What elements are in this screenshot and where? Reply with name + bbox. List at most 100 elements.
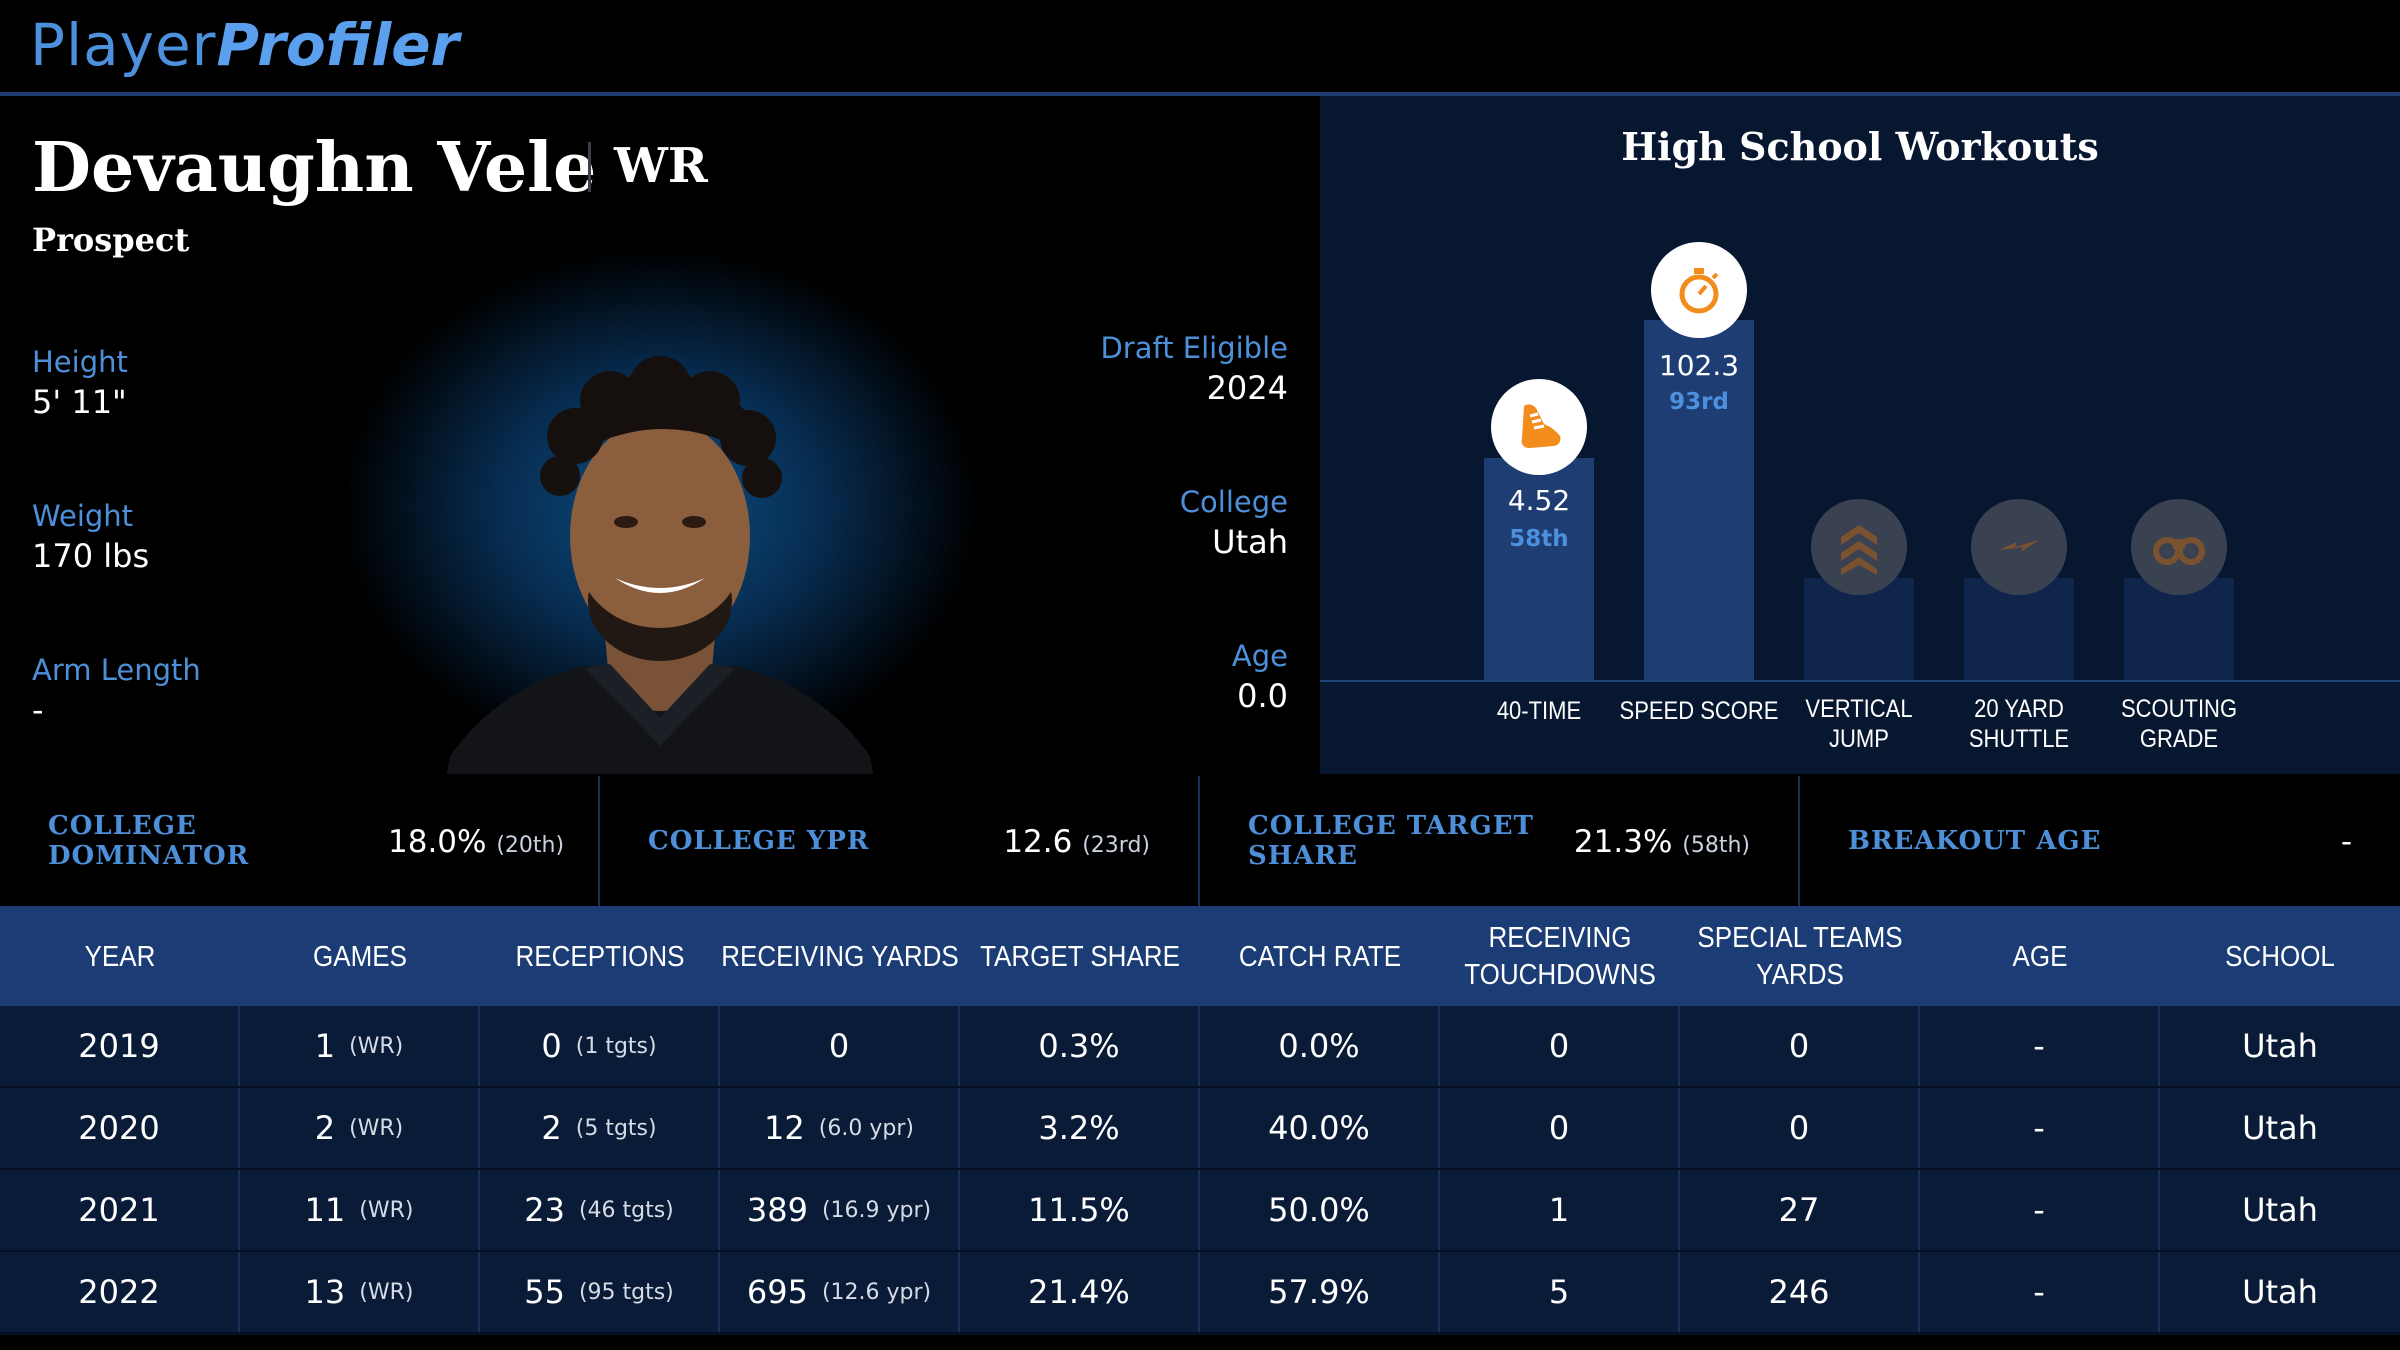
stat-college-ypr: COLLEGE YPR 12.6 (23rd) [600,776,1200,906]
stat-value: 21.3% (58th) [1573,824,1750,860]
cell-school: Utah [2242,1191,2318,1229]
height-value: 5' 11" [32,383,127,421]
col-header-target-share[interactable]: TARGET SHARE [980,938,1180,973]
workouts-title: High School Workouts [1621,124,2099,169]
cell-receptions: 0 (1 tgts) [480,1006,720,1086]
cell-catch-rate: 40.0% [1200,1088,1440,1168]
footer-strip [0,1336,2400,1350]
stopwatch-icon [1651,242,1747,338]
workout-value-speed-score: 102.3 [1658,349,1740,382]
arm-length-value: - [32,691,44,729]
cell-year: 2019 [0,1006,240,1086]
cell-receptions: 55 (95 tgts) [480,1252,720,1332]
workout-bar-scouting-grade[interactable] [2124,578,2234,680]
cell-school: Utah [2242,1027,2318,1065]
workout-percentile-40-time: 58th [1509,526,1569,552]
age-value: 0.0 [1237,677,1288,715]
workout-label-scouting-grade: SCOUTING GRADE [2120,694,2238,753]
logo[interactable]: PlayerProfiler [30,11,460,79]
cell-games: 1 (WR) [240,1006,480,1086]
stat-value: - [2340,824,2352,860]
chart-baseline [1320,680,2400,682]
col-header-catch-rate[interactable]: CATCH RATE [1238,938,1402,973]
table-row: 2022 13 (WR) 55 (95 tgts) 695 (12.6 ypr) 21… [0,1252,2400,1335]
stat-value: 12.6 (23rd) [1003,824,1150,860]
workout-percentile-speed-score: 93rd [1669,389,1729,415]
col-header-receiving-touchdowns[interactable]: RECEIVING TOUCHDOWNS [1464,920,1656,991]
workout-label-speed-score: SPEED SCORE [1619,696,1779,725]
table-row: 2021 11 (WR) 23 (46 tgts) 389 (16.9 ypr) 11… [0,1170,2400,1253]
player-photo [446,356,874,774]
workout-bar-vertical-jump[interactable] [1804,578,1914,680]
workout-value-40-time: 4.52 [1507,484,1571,517]
col-header-year[interactable]: YEAR [84,938,156,973]
name-divider [588,142,591,192]
player-profile-panel: Devaughn Vele WR Prospect Height 5' 11" … [0,96,1320,774]
cell-catch-rate: 50.0% [1200,1170,1440,1250]
cell-year: 2021 [0,1170,240,1250]
stat-label: COLLEGE TARGET SHARE [1248,811,1534,871]
cell-receiving-yards: 389 (16.9 ypr) [720,1170,960,1250]
draft-eligible-value: 2024 [1206,369,1288,407]
col-header-school[interactable]: SCHOOL [2225,938,2335,973]
stat-college-target-share: COLLEGE TARGET SHARE 21.3% (58th) [1200,776,1800,906]
cell-special-teams-yards: 27 [1680,1170,1920,1250]
cell-receiving-touchdowns: 5 [1440,1252,1680,1332]
cell-special-teams-yards: 0 [1680,1006,1920,1086]
player-status: Prospect [32,221,190,259]
cell-receiving-yards: 695 (12.6 ypr) [720,1252,960,1332]
col-header-special-teams-yards[interactable]: SPECIAL TEAMS YARDS [1697,920,1903,991]
stats-table-header: YEAR GAMES RECEPTIONS RECEIVING YARDS TA… [0,906,2400,1006]
table-row: 2020 2 (WR) 2 (5 tgts) 12 (6.0 ypr) 3.2% 40… [0,1088,2400,1171]
college-value: Utah [1212,523,1288,561]
draft-eligible-label: Draft Eligible [1100,331,1288,365]
player-position: WR [614,138,708,194]
cell-receiving-touchdowns: 0 [1440,1088,1680,1168]
cell-age: - [1920,1006,2160,1086]
stat-breakout-age: BREAKOUT AGE - [1800,776,2400,906]
cell-school: Utah [2242,1109,2318,1147]
binoculars-icon [2131,499,2227,595]
lightning-icon [1971,499,2067,595]
workout-bar-40-time[interactable] [1484,458,1594,680]
cell-target-share: 21.4% [960,1252,1200,1332]
cell-receiving-touchdowns: 1 [1440,1170,1680,1250]
cell-catch-rate: 57.9% [1200,1252,1440,1332]
table-row: 2019 1 (WR) 0 (1 tgts) 0 0.3% 0.0% 0 0 - U… [0,1006,2400,1089]
cell-games: 11 (WR) [240,1170,480,1250]
cell-target-share: 11.5% [960,1170,1200,1250]
stat-college-dominator: COLLEGE DOMINATOR 18.0% (20th) [0,776,600,906]
cell-special-teams-yards: 0 [1680,1088,1920,1168]
workout-bar-20-yard-shuttle[interactable] [1964,578,2074,680]
cell-receptions: 23 (46 tgts) [480,1170,720,1250]
cell-receiving-touchdowns: 0 [1440,1006,1680,1086]
cell-receptions: 2 (5 tgts) [480,1088,720,1168]
cell-target-share: 3.2% [960,1088,1200,1168]
cell-year: 2022 [0,1252,240,1332]
cell-games: 2 (WR) [240,1088,480,1168]
workout-bar-speed-score[interactable] [1644,320,1754,680]
cell-target-share: 0.3% [960,1006,1200,1086]
weight-label: Weight [32,499,134,533]
col-header-age[interactable]: AGE [2012,938,2068,973]
chevrons-up-icon [1811,499,1907,595]
stat-label: BREAKOUT AGE [1848,826,2102,856]
workout-label-vertical-jump: VERTICAL JUMP [1805,694,1913,753]
col-header-receiving-yards[interactable]: RECEIVING YARDS [721,938,959,973]
col-header-games[interactable]: GAMES [313,938,407,973]
cell-receiving-yards: 0 [720,1006,960,1086]
weight-value: 170 lbs [32,537,150,575]
workout-label-40-time: 40-TIME [1496,696,1582,725]
player-name: Devaughn Vele [32,128,597,208]
stat-label: COLLEGE DOMINATOR [48,811,250,871]
stat-value: 18.0% (20th) [388,824,565,860]
cell-school: Utah [2242,1273,2318,1311]
college-label: College [1179,485,1288,519]
cell-receiving-yards: 12 (6.0 ypr) [720,1088,960,1168]
cell-year: 2020 [0,1088,240,1168]
col-header-receptions[interactable]: RECEPTIONS [515,938,685,973]
cell-games: 13 (WR) [240,1252,480,1332]
site-header: PlayerProfiler [0,0,2400,96]
stat-label: COLLEGE YPR [648,826,870,856]
cell-special-teams-yards: 246 [1680,1252,1920,1332]
